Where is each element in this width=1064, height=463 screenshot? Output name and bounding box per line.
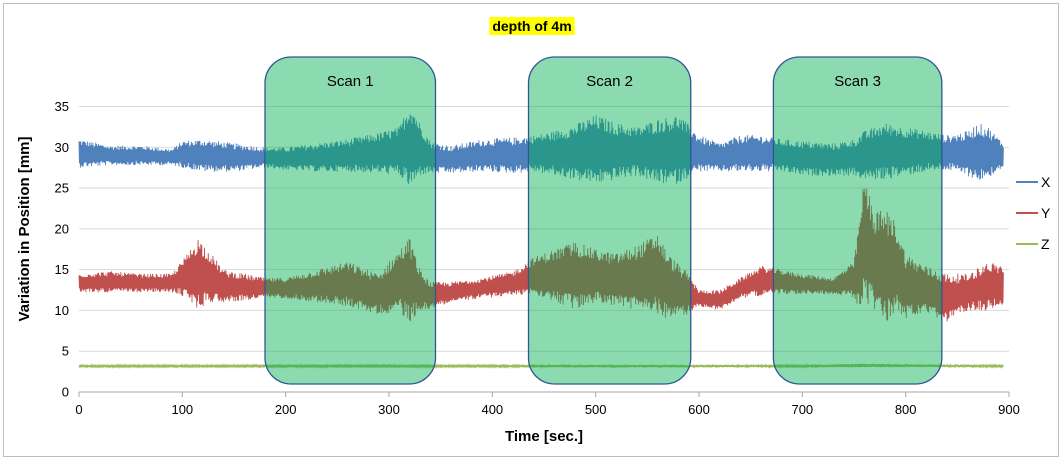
series-line-y bbox=[78, 188, 1004, 322]
chart-title: depth of 4m bbox=[492, 18, 571, 34]
x-tick-label: 900 bbox=[998, 402, 1020, 417]
x-tick-label: 700 bbox=[791, 402, 813, 417]
x-tick-label: 0 bbox=[75, 402, 82, 417]
y-tick-label: 25 bbox=[55, 181, 69, 196]
y-tick-label: 15 bbox=[55, 262, 69, 277]
y-tick-label: 0 bbox=[62, 385, 69, 400]
scan-regions: Scan 1 Scan 2 Scan 3 bbox=[264, 56, 943, 385]
x-tick-label: 100 bbox=[171, 402, 193, 417]
legend: XYZ bbox=[1016, 174, 1051, 252]
scan-label-3: Scan 3 bbox=[834, 73, 881, 90]
x-tick-label: 200 bbox=[275, 402, 297, 417]
series-line-x bbox=[78, 114, 1004, 185]
series-line-z bbox=[78, 363, 1004, 369]
scan-region-2 bbox=[527, 56, 692, 385]
x-tick-label: 800 bbox=[895, 402, 917, 417]
x-tick-label: 400 bbox=[481, 402, 503, 417]
y-tick-label: 20 bbox=[55, 221, 69, 236]
x-tick-label: 300 bbox=[378, 402, 400, 417]
scan-region-1 bbox=[264, 56, 437, 385]
chart-title-highlight bbox=[489, 17, 575, 35]
scan-label-2: Scan 2 bbox=[586, 73, 633, 90]
y-tick-label: 5 bbox=[62, 344, 69, 359]
legend-label-y: Y bbox=[1041, 205, 1051, 221]
x-tick-label: 600 bbox=[688, 402, 710, 417]
y-tick-label: 10 bbox=[55, 303, 69, 318]
series-layer bbox=[78, 114, 1004, 369]
chart-frame: Scan 1 Scan 2 Scan 3 0 5 10 15 20 25 30 35 0 100 200… bbox=[3, 3, 1059, 457]
scan-region-3 bbox=[772, 56, 943, 385]
y-tick-label: 30 bbox=[55, 140, 69, 155]
legend-label-z: Z bbox=[1041, 236, 1050, 252]
x-tick-label: 500 bbox=[585, 402, 607, 417]
y-tick-label: 35 bbox=[55, 99, 69, 114]
scan-label-1: Scan 1 bbox=[327, 73, 374, 90]
y-axis-title: Variation in Position [mm] bbox=[16, 136, 33, 321]
chart-title-group: depth of 4m bbox=[489, 17, 575, 35]
x-axis-title: Time [sec.] bbox=[505, 428, 583, 445]
axes: 0 5 10 15 20 25 30 35 0 100 200 300 400 500 600 700 800 9… bbox=[55, 99, 1020, 417]
line-chart: Scan 1 Scan 2 Scan 3 0 5 10 15 20 25 30 35 0 100 200… bbox=[16, 17, 1051, 445]
legend-label-x: X bbox=[1041, 174, 1051, 190]
